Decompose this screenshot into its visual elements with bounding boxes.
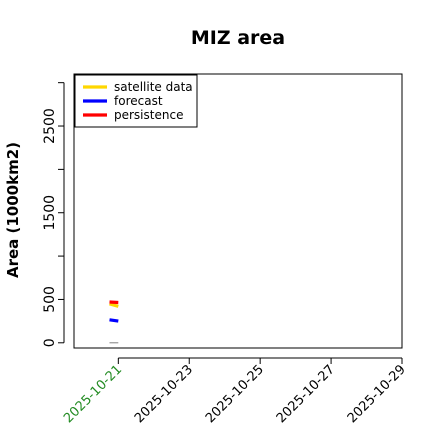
x-tick-label: 2025-10-27 [274,362,338,426]
y-tick-label: 2500 [42,108,58,144]
series-layer [109,300,119,344]
x-tick-label: 2025-10-25 [203,362,267,426]
series-line-forecast [109,318,119,323]
y-tick-label: 0 [42,338,58,347]
chart-title: MIZ area [191,27,285,49]
y-axis-label: Area (1000km2) [4,142,22,278]
y-axis: 0 500 1500 2500 [42,82,65,347]
y-tick-label: 1500 [42,195,58,231]
x-axis: 2025-10-21 2025-10-23 2025-10-25 2025-10-27… [61,357,409,426]
x-tick-label: 2025-10-29 [345,362,409,426]
legend-label: persistence [114,108,183,122]
x-tick-label: 2025-10-21 [61,362,125,426]
series-line-satellite-data [109,302,119,308]
legend-label: forecast [114,94,163,108]
y-tick-label: 500 [42,286,58,313]
legend-label: satellite data [114,80,193,94]
plot-frame [73,73,403,349]
series-line-persistence [109,300,119,305]
x-tick-label: 2025-10-23 [132,362,196,426]
